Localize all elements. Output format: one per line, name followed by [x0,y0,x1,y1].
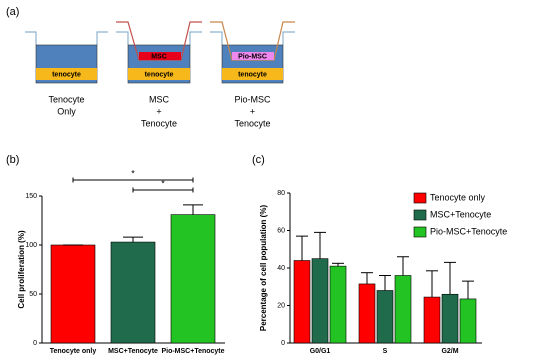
legend-label: Pio-MSC+Tenocyte [430,226,507,236]
y-tick-label: 0 [281,340,285,347]
y-tick-label: 40 [277,265,285,272]
bar [423,296,441,344]
bar [394,275,412,344]
y-axis-label: Cell proliferation (%) [17,230,26,309]
layer-label: tenocyte [52,71,81,78]
well-caption: Only [57,106,76,116]
legend-label: MSC+Tenocyte [430,209,491,219]
x-tick-label: Tenocyte only [50,348,97,355]
bar [50,244,96,344]
x-tick-label: G0/G1 [310,348,331,355]
well-caption: Tenocyte [48,94,84,104]
bar [459,298,477,344]
x-tick-label: G2/M [441,348,458,355]
panel-label: (a) [6,6,19,18]
bar [358,283,376,344]
y-tick-label: 20 [277,302,285,309]
well-caption: Tenocyte [141,118,177,128]
legend-swatch [413,192,427,204]
well [116,21,202,84]
y-tick-label: 50 [29,291,37,298]
panel-label: (c) [252,154,265,166]
layer-label: tenocyte [238,71,267,78]
y-tick-label: 80 [277,190,285,197]
well-caption: Pio-MSC [234,94,271,104]
layer-label: Pio-MSC [238,53,267,60]
y-tick-label: 0 [33,340,37,347]
bar [329,265,347,344]
bar [170,214,216,344]
significance-label: * [161,178,165,188]
bar [376,290,394,344]
significance-label: * [131,168,135,178]
y-tick-label: 100 [25,242,37,249]
bar [441,293,459,344]
x-tick-label: MSC+Tenocyte [108,348,158,355]
y-axis-label: Percentage of cell population (%) [259,205,268,332]
well-caption: + [250,106,255,116]
well-caption: + [156,106,161,116]
panel-label: (b) [6,154,19,166]
well [25,31,108,84]
x-tick-label: Pio-MSC+Tenocyte [161,348,224,355]
well-caption: Tenocyte [234,118,270,128]
layer-label: MSC [151,53,167,60]
well-caption: MSC [149,94,170,104]
legend-label: Tenocyte only [430,192,486,202]
y-tick-label: 150 [25,193,37,200]
legend-swatch [413,226,427,238]
x-tick-label: S [383,348,388,355]
bar [311,258,329,344]
bar [110,241,156,344]
bar [293,260,311,344]
layer-label: tenocyte [145,71,174,78]
well [210,21,295,84]
legend-swatch [413,209,427,221]
y-tick-label: 60 [277,227,285,234]
